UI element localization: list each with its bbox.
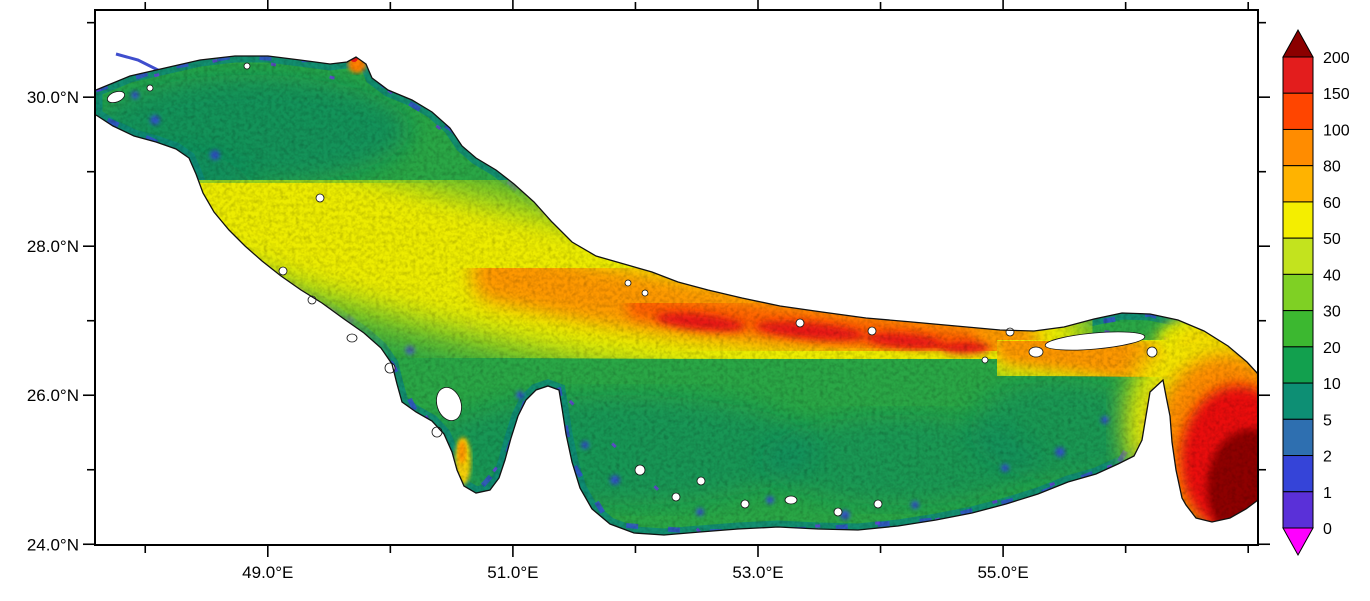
colorbar-segment [1282, 165, 1314, 203]
colorbar-segment [1282, 310, 1314, 348]
coastline [95, 55, 1259, 536]
colorbar-segment [1282, 382, 1314, 420]
islands [106, 62, 1158, 517]
colorbar-label: 50 [1323, 231, 1341, 248]
y-tick-label: 26.0°N [27, 386, 79, 405]
axis-ticks [83, 0, 1270, 557]
x-tick-label: 51.0°E [487, 563, 538, 582]
colorbar-label: 1 [1323, 485, 1332, 502]
colorbar-segment [1282, 273, 1314, 312]
colorbar-label: 5 [1323, 412, 1332, 429]
colorbar-label: 100 [1323, 122, 1350, 139]
y-tick-label: 30.0°N [27, 88, 79, 107]
colorbar-segment [1282, 201, 1314, 239]
x-tick-label: 53.0°E [732, 563, 783, 582]
colorbar-segment [1282, 346, 1314, 384]
plot-frame [94, 9, 1259, 546]
colorbar-label: 40 [1323, 267, 1341, 284]
colorbar-segment [1282, 56, 1314, 94]
colorbar-segment [1282, 128, 1314, 167]
axis-labels: 49.0°E 51.0°E 53.0°E 55.0°E 30.0°N 28.0°N 26.0… [27, 88, 1029, 582]
colorbar-segment [1282, 455, 1314, 493]
colorbar-label: 80 [1323, 159, 1341, 176]
colorbar-segment [1282, 92, 1314, 130]
colorbar-segment [1282, 491, 1314, 529]
colorbar-label: 10 [1323, 376, 1341, 393]
colorbar-label: 150 [1323, 86, 1350, 103]
colorbar-under-arrow [1282, 527, 1314, 557]
colorbar-label: 30 [1323, 304, 1341, 321]
y-tick-label: 28.0°N [27, 237, 79, 256]
colorbar-segment [1282, 237, 1314, 275]
colorbar-label: 2 [1323, 449, 1332, 466]
colorbar-label: 0 [1323, 521, 1332, 538]
y-tick-label: 24.0°N [27, 535, 79, 554]
colorbar-label: 60 [1323, 195, 1341, 212]
x-tick-label: 55.0°E [977, 563, 1028, 582]
colorbar-label: 200 [1323, 50, 1350, 67]
x-tick-label: 49.0°E [242, 563, 293, 582]
colorbar-segment [1282, 418, 1314, 457]
colorbar-label: 20 [1323, 340, 1341, 357]
